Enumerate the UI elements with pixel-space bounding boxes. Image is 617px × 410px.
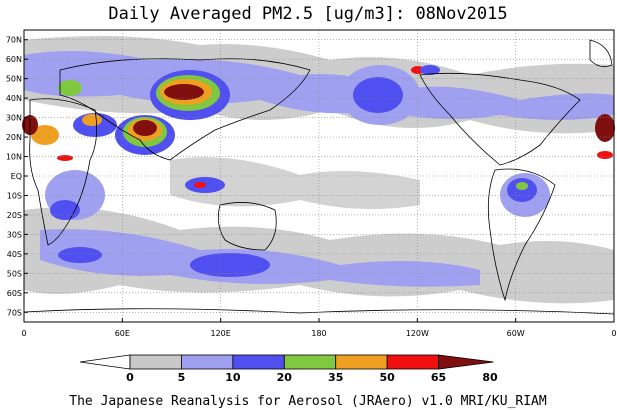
indonesia-level6 xyxy=(194,182,206,188)
south-atlantic-level3 xyxy=(58,247,102,263)
eurasia-coast xyxy=(59,58,311,161)
northamerica-level7 xyxy=(595,114,615,142)
colorbar-label: 65 xyxy=(431,371,446,384)
lon-label: 0 xyxy=(611,329,616,338)
lat-label: 70N xyxy=(6,36,22,45)
china-level7 xyxy=(164,84,204,100)
antarctica-coast xyxy=(23,308,615,315)
colorbar-arrow-low xyxy=(79,354,131,370)
colorbar-arrow-high xyxy=(438,354,494,370)
europe-level4 xyxy=(58,80,82,96)
lat-label: 30N xyxy=(6,114,22,123)
colorbar-label: 50 xyxy=(379,371,395,384)
brazil-level4 xyxy=(516,182,528,190)
coastlines xyxy=(23,39,615,315)
footer-credit: The Japanese Reanalysis for Aerosol (JRA… xyxy=(69,394,547,409)
lon-label: 120W xyxy=(406,329,429,338)
greenland-coast xyxy=(589,39,613,68)
pacific-level3 xyxy=(353,77,403,113)
longitude-gridlines xyxy=(122,30,516,322)
southamerica-coast xyxy=(487,168,556,302)
arabia-level5 xyxy=(82,114,102,126)
lat-label: 20N xyxy=(6,133,22,142)
northamerica-level6 xyxy=(597,151,613,159)
colorbar-label: 80 xyxy=(482,371,498,384)
lon-label: 60E xyxy=(115,329,130,338)
lat-label: 10N xyxy=(6,153,22,162)
band-level2-north xyxy=(24,51,614,120)
westafrica-level5 xyxy=(31,125,59,145)
colorbar: 0 5 10 20 35 50 65 80 xyxy=(79,354,498,384)
latitude-labels: 70N 60N 50N 40N 30N 20N 10N EQ 10S 20S 30S 40S 50S 60… xyxy=(6,36,28,317)
lat-label: 40S xyxy=(7,250,22,259)
africa-level3 xyxy=(50,200,80,220)
lat-label: 50S xyxy=(7,269,22,278)
northamerica-coast xyxy=(419,72,581,166)
sahel-level6 xyxy=(57,155,73,161)
lon-label: 60W xyxy=(507,329,525,338)
colorbar-segment xyxy=(232,354,285,370)
lat-label: 10S xyxy=(7,191,22,200)
lon-label: 180 xyxy=(311,329,326,338)
colorbar-segment xyxy=(386,354,439,370)
longitude-labels: 0 60E 120E 180 120W 60W 0 xyxy=(21,318,617,338)
colorbar-label: 35 xyxy=(328,371,343,384)
lat-label: 60N xyxy=(6,55,22,64)
colorbar-segment xyxy=(335,354,388,370)
haze-level1-tropics xyxy=(170,157,420,209)
colorbar-segment xyxy=(283,354,337,370)
lon-label: 120E xyxy=(211,329,231,338)
india-level7 xyxy=(133,120,157,136)
lat-label: 20S xyxy=(7,211,22,220)
australia-coast xyxy=(217,202,277,251)
map-title: Daily Averaged PM2.5 [ug/m3]: 08Nov2015 xyxy=(108,4,507,24)
colorbar-label: 20 xyxy=(277,371,293,384)
siberia-level3 xyxy=(420,65,440,75)
africa-coast xyxy=(29,98,98,246)
colorbar-segment xyxy=(181,354,234,370)
lat-label: 50N xyxy=(6,75,22,84)
map-panel xyxy=(22,29,615,323)
colorbar-segment xyxy=(129,354,182,370)
lat-label: 40N xyxy=(6,94,22,103)
lat-label: 30S xyxy=(7,230,22,239)
lat-label: 60S xyxy=(7,289,22,298)
lat-label: 70S xyxy=(7,308,22,317)
lat-label: EQ xyxy=(11,172,22,181)
colorbar-label: 5 xyxy=(178,371,186,384)
lon-label: 0 xyxy=(21,329,26,338)
colorbar-label: 0 xyxy=(126,371,134,384)
colorbar-label: 10 xyxy=(225,371,241,384)
south-ocean-level3 xyxy=(190,253,270,277)
